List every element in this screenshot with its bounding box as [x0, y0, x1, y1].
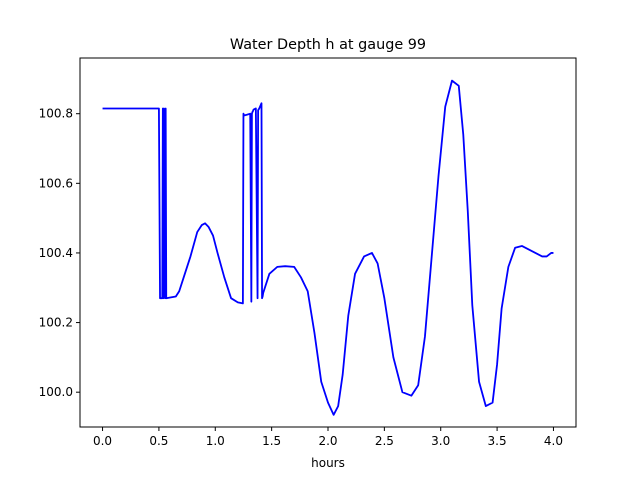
- plot-area: 0.0 0.5 1.0 1.5 2.0 2.5 3.0 3.5 4.0 100.0100.210…: [39, 57, 577, 448]
- x-tick-label: 2.0: [318, 434, 337, 448]
- y-tick-label: 100.6: [39, 176, 73, 190]
- x-axis-ticks: 0.0 0.5 1.0 1.5 2.0 2.5 3.0 3.5 4.0: [93, 427, 563, 448]
- y-tick-label: 100.4: [39, 246, 73, 260]
- x-tick-label: 0.5: [149, 434, 168, 448]
- series-line: [102, 79, 554, 416]
- y-tick-label: 100.2: [39, 316, 73, 330]
- x-tick-label: 2.5: [375, 434, 394, 448]
- y-tick-label: 100.0: [39, 385, 73, 399]
- x-tick-label: 1.5: [262, 434, 281, 448]
- x-axis-label: hours: [311, 456, 345, 470]
- x-tick-label: 0.0: [93, 434, 112, 448]
- y-axis-ticks: 100.0 100.2 100.4 100.6 100.8: [39, 107, 80, 399]
- x-tick-label: 1.0: [206, 434, 225, 448]
- x-tick-label: 4.0: [544, 434, 563, 448]
- y-tick-label: 100.8: [39, 107, 73, 121]
- chart-title: Water Depth h at gauge 99: [230, 37, 426, 53]
- x-tick-label: 3.0: [431, 434, 450, 448]
- x-tick-label: 3.5: [488, 434, 507, 448]
